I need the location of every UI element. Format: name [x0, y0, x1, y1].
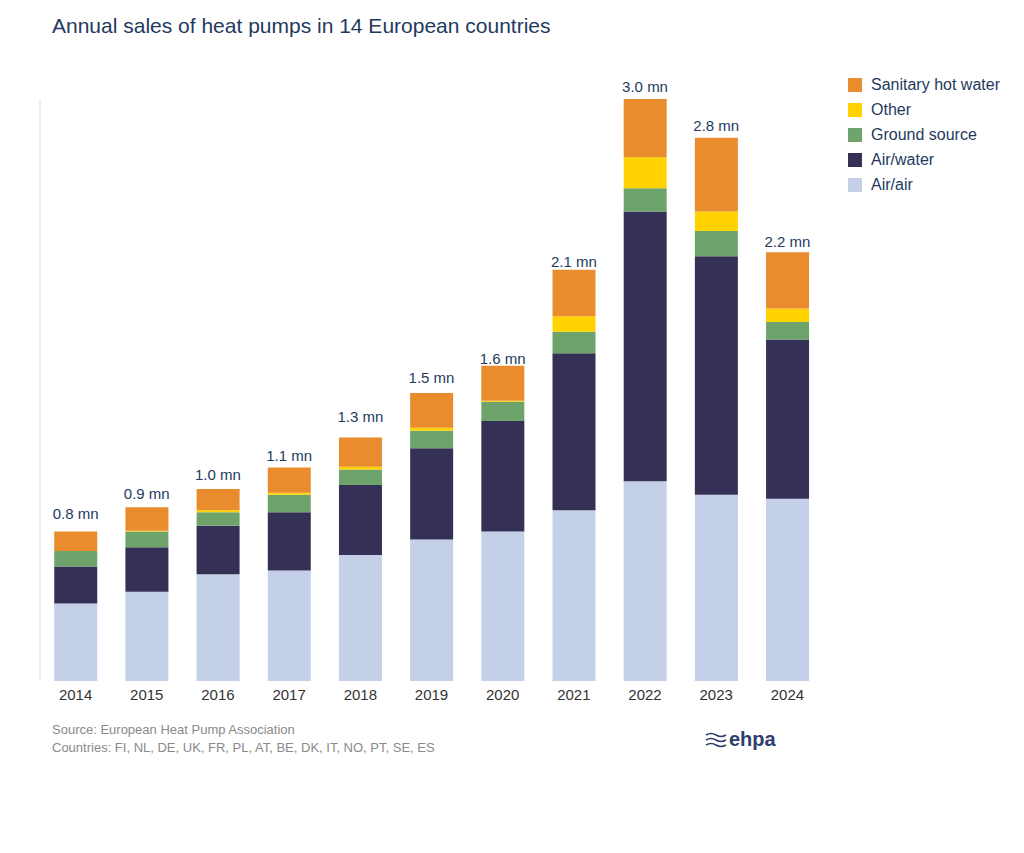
- svg-text:2024: 2024: [771, 686, 804, 703]
- svg-text:2019: 2019: [415, 686, 448, 703]
- svg-text:2017: 2017: [272, 686, 305, 703]
- svg-text:0.8 mn: 0.8 mn: [53, 505, 99, 522]
- html-text:Sanitary hot water: Sanitary hot water: [871, 75, 1000, 93]
- svg-text:2015: 2015: [130, 686, 163, 703]
- svg-text:2014: 2014: [59, 686, 92, 703]
- svg-text:2.8 mn: 2.8 mn: [693, 117, 739, 134]
- svg-text:1.1 mn: 1.1 mn: [266, 447, 312, 464]
- svg-text:0.9 mn: 0.9 mn: [124, 485, 170, 502]
- html-text:ehpa: ehpa: [729, 728, 776, 750]
- html-text:Air/air: Air/air: [871, 175, 913, 193]
- svg-text:2018: 2018: [344, 686, 377, 703]
- html-text:Ground source: Ground source: [871, 125, 977, 143]
- svg-text:2020: 2020: [486, 686, 519, 703]
- html-text:Air/water: Air/water: [871, 150, 935, 168]
- svg-text:2022: 2022: [628, 686, 661, 703]
- svg-text:2016: 2016: [201, 686, 234, 703]
- svg-text:1.5 mn: 1.5 mn: [409, 369, 455, 386]
- svg-text:1.3 mn: 1.3 mn: [337, 408, 383, 425]
- svg-text:2.1 mn: 2.1 mn: [551, 253, 597, 270]
- html-text:Annual sales of heat pumps in: Annual sales of heat pumps in 14 Europea…: [52, 14, 551, 37]
- html-text:Source: European Heat Pump Ass: Source: European Heat Pump Association: [52, 722, 295, 737]
- svg-text:3.0 mn: 3.0 mn: [622, 78, 668, 95]
- svg-text:1.0 mn: 1.0 mn: [195, 466, 241, 483]
- svg-text:2023: 2023: [700, 686, 733, 703]
- svg-text:1.6 mn: 1.6 mn: [480, 350, 526, 367]
- html-text:Other: Other: [871, 100, 911, 118]
- html-text:Countries: FI, NL, DE, UK, FR,: Countries: FI, NL, DE, UK, FR, PL, AT, B…: [52, 740, 435, 755]
- svg-text:2021: 2021: [557, 686, 590, 703]
- svg-text:2.2 mn: 2.2 mn: [764, 233, 810, 250]
